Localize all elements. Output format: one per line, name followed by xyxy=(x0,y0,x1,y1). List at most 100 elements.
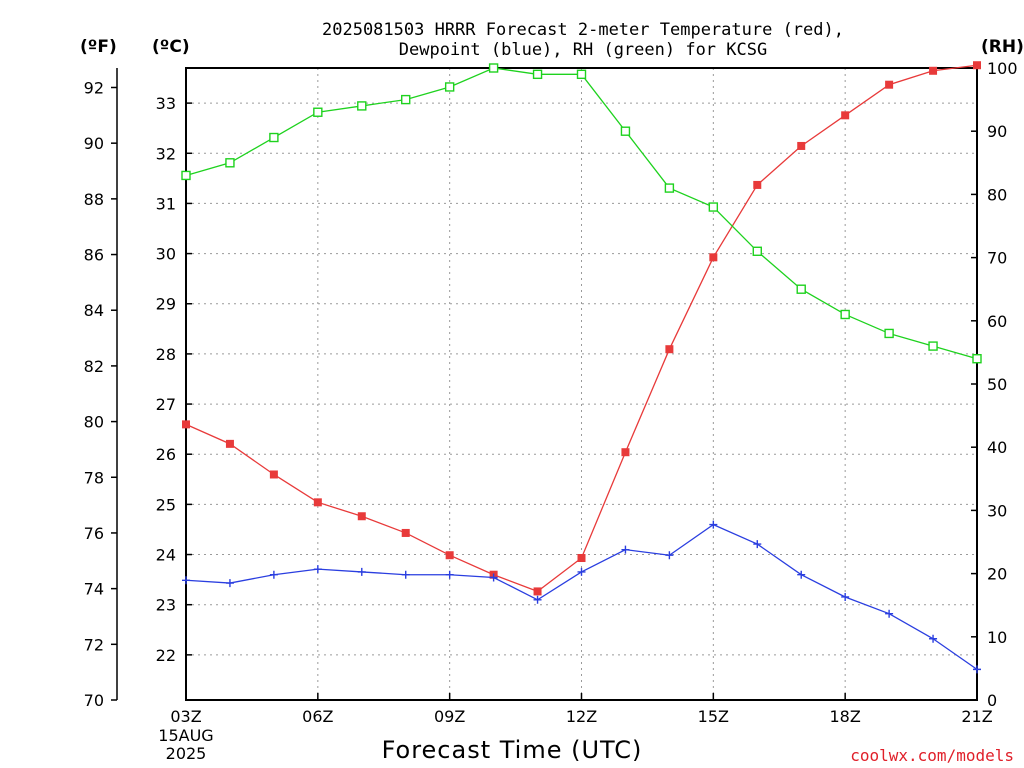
celsius-tick-label: 30 xyxy=(156,245,176,264)
dewpoint-point xyxy=(753,540,762,549)
dewpoint-point xyxy=(313,565,322,574)
celsius-tick-label: 24 xyxy=(156,546,176,565)
data-series xyxy=(181,61,982,674)
dewpoint-point xyxy=(621,545,630,554)
rh-axis: 0 10 20 30 40 50 60 70 80 90 100 xyxy=(971,59,1018,710)
temperature-point xyxy=(313,498,322,507)
temperature-point xyxy=(885,80,894,89)
dewpoint-point xyxy=(269,570,278,579)
temperature-point xyxy=(445,551,454,560)
temperature-point xyxy=(225,439,234,448)
rh-point xyxy=(357,101,367,111)
celsius-tick-label: 33 xyxy=(156,94,176,113)
time-tick-label: 21Z xyxy=(961,707,992,726)
fahrenheit-tick-label: 92 xyxy=(84,78,104,97)
rh-point xyxy=(181,170,191,181)
temperature-point xyxy=(182,420,190,429)
rh-tick-label: 20 xyxy=(987,565,1007,584)
rh-point xyxy=(708,202,719,212)
fahrenheit-tick-label: 78 xyxy=(84,468,104,487)
dewpoint-point xyxy=(225,579,234,588)
rh-point xyxy=(401,94,411,105)
rh-point xyxy=(796,284,806,294)
fahrenheit-tick-label: 88 xyxy=(84,190,104,209)
rh-point xyxy=(752,246,762,256)
time-axis: 03Z 06Z 09Z 12Z 15Z 18Z 21Z xyxy=(170,693,993,726)
title-line-2: Dewpoint (blue), RH (green) for KCSG xyxy=(399,40,767,60)
temperature-point xyxy=(797,141,806,150)
rh-point xyxy=(269,132,279,143)
plot-frame xyxy=(185,67,978,701)
temperature-point xyxy=(621,448,630,457)
temperature-point xyxy=(973,61,981,70)
celsius-axis-unit: (ºC) xyxy=(152,37,190,57)
dewpoint-point xyxy=(489,573,498,582)
time-tick-label: 03Z xyxy=(170,707,201,726)
fahrenheit-tick-label: 90 xyxy=(84,134,104,153)
fahrenheit-tick-label: 86 xyxy=(84,246,104,265)
grid-lines xyxy=(186,68,977,700)
dewpoint-point xyxy=(797,570,806,579)
dewpoint-point xyxy=(401,570,410,579)
date-label-day: 15AUG xyxy=(158,726,213,745)
fahrenheit-tick-label: 76 xyxy=(84,524,104,543)
series-dewpoint xyxy=(182,520,981,674)
fahrenheit-axis: 70 72 74 76 78 80 82 84 86 88 90 92 xyxy=(84,68,118,710)
dewpoint-point xyxy=(357,567,366,576)
rh-tick-label: 100 xyxy=(987,59,1018,78)
rh-tick-label: 60 xyxy=(987,312,1007,331)
fahrenheit-tick-label: 80 xyxy=(84,413,104,432)
rh-point xyxy=(444,82,455,92)
temperature-point xyxy=(929,66,938,75)
dewpoint-point xyxy=(841,592,850,601)
dewpoint-point xyxy=(445,570,454,579)
celsius-tick-label: 28 xyxy=(156,345,176,364)
rh-point xyxy=(928,341,938,351)
rh-tick-label: 40 xyxy=(987,438,1007,457)
temperature-point xyxy=(665,345,674,354)
rh-tick-label: 50 xyxy=(987,375,1007,394)
fahrenheit-tick-label: 84 xyxy=(84,301,104,320)
temperature-point xyxy=(401,528,410,537)
time-tick-label: 06Z xyxy=(302,707,333,726)
fahrenheit-axis-unit: (ºF) xyxy=(80,37,117,57)
temperature-point xyxy=(709,253,718,262)
time-tick-label: 18Z xyxy=(830,707,861,726)
rh-point xyxy=(620,126,631,136)
temperature-point xyxy=(753,180,762,189)
dewpoint-point xyxy=(929,634,938,643)
celsius-tick-label: 25 xyxy=(156,495,176,514)
chart-title: 2025081503 HRRR Forecast 2-meter Tempera… xyxy=(322,20,844,60)
celsius-tick-label: 29 xyxy=(156,295,176,314)
rh-point xyxy=(532,69,543,80)
fahrenheit-tick-label: 72 xyxy=(84,635,104,654)
rh-point xyxy=(225,158,235,168)
x-axis-title: Forecast Time (UTC) xyxy=(382,736,643,764)
dewpoint-point xyxy=(577,567,586,576)
time-tick-label: 12Z xyxy=(566,707,597,726)
celsius-tick-label: 23 xyxy=(156,596,176,615)
fahrenheit-tick-label: 74 xyxy=(84,580,104,599)
temperature-point xyxy=(841,111,850,120)
rh-tick-label: 80 xyxy=(987,185,1007,204)
credit-text: coolwx.com/models xyxy=(850,746,1014,765)
rh-tick-label: 0 xyxy=(987,691,997,710)
time-tick-label: 09Z xyxy=(434,707,465,726)
rh-point xyxy=(840,309,850,320)
title-line-1: 2025081503 HRRR Forecast 2-meter Tempera… xyxy=(322,20,844,40)
rh-tick-label: 70 xyxy=(987,249,1007,268)
rh-tick-label: 90 xyxy=(987,122,1007,141)
rh-point xyxy=(884,328,894,339)
rh-point xyxy=(972,354,982,364)
date-label-year: 2025 xyxy=(166,744,207,763)
time-tick-label: 15Z xyxy=(698,707,729,726)
dewpoint-point xyxy=(973,665,981,674)
series-rh xyxy=(181,63,982,364)
dewpoint-point xyxy=(709,520,718,529)
rh-point xyxy=(313,107,323,117)
dewpoint-point xyxy=(665,551,674,560)
fahrenheit-tick-label: 82 xyxy=(84,357,104,376)
celsius-tick-label: 31 xyxy=(156,194,176,213)
dewpoint-point xyxy=(533,595,542,604)
